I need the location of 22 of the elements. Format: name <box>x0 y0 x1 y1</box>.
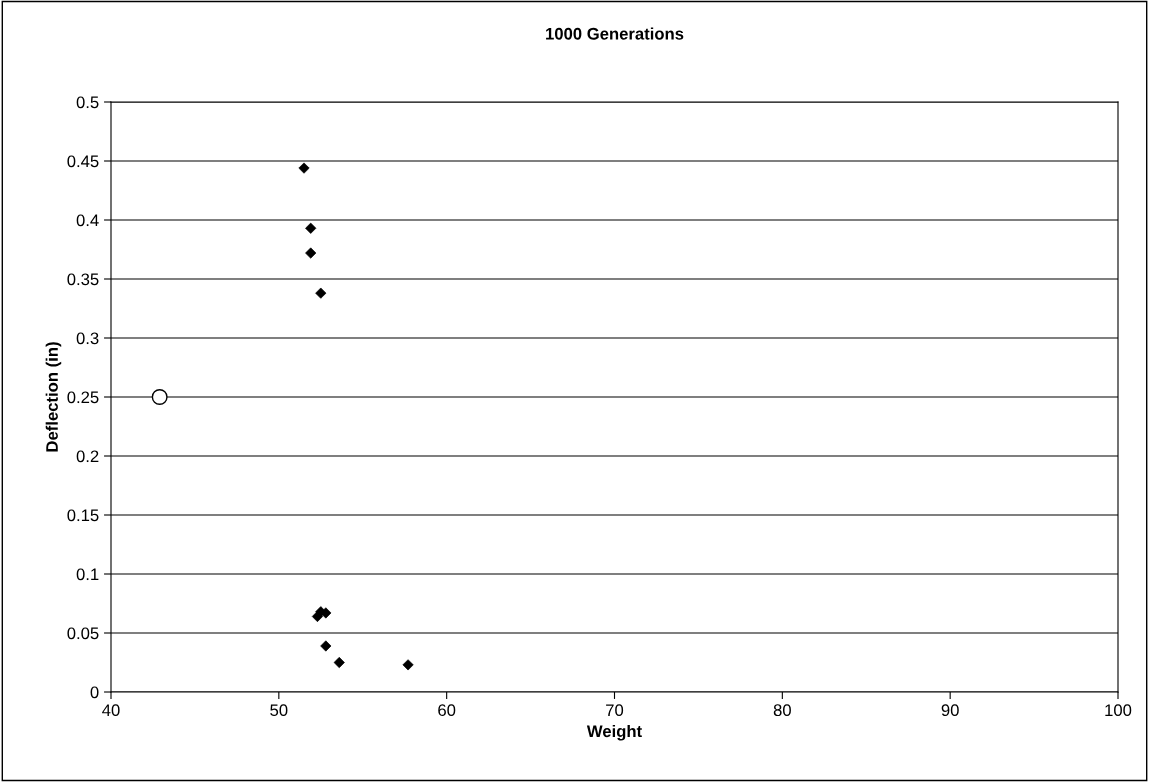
x-tick-label: 60 <box>438 704 456 717</box>
chart-title: 1000 Generations <box>546 27 684 40</box>
y-tick-label: 0.1 <box>76 568 99 581</box>
point <box>151 389 168 405</box>
y-tick-label: 0.4 <box>76 214 99 227</box>
x-tick-label: 80 <box>773 704 791 717</box>
y-tick-label: 0.15 <box>67 509 99 522</box>
x-tick-label: 50 <box>270 704 288 717</box>
y-tick-label: 0.2 <box>76 450 99 463</box>
y-tick-label: 0 <box>90 686 99 699</box>
y-tick-label: 0.25 <box>67 391 99 404</box>
x-tick-label: 70 <box>606 704 624 717</box>
y-tick-label: 0.35 <box>67 273 99 286</box>
x-axis-title: Weight <box>586 724 642 741</box>
x-tick-label: 100 <box>1105 704 1132 717</box>
y-tick-label: 0.5 <box>76 96 99 109</box>
y-tick-label: 0.3 <box>76 332 99 345</box>
y-tick-label: 0.45 <box>67 155 99 168</box>
x-tick-label: 90 <box>941 704 959 717</box>
y-axis-title: Deflection (in) <box>45 342 62 452</box>
y-tick-label: 0.05 <box>67 627 99 640</box>
x-tick-label: 40 <box>102 704 120 717</box>
